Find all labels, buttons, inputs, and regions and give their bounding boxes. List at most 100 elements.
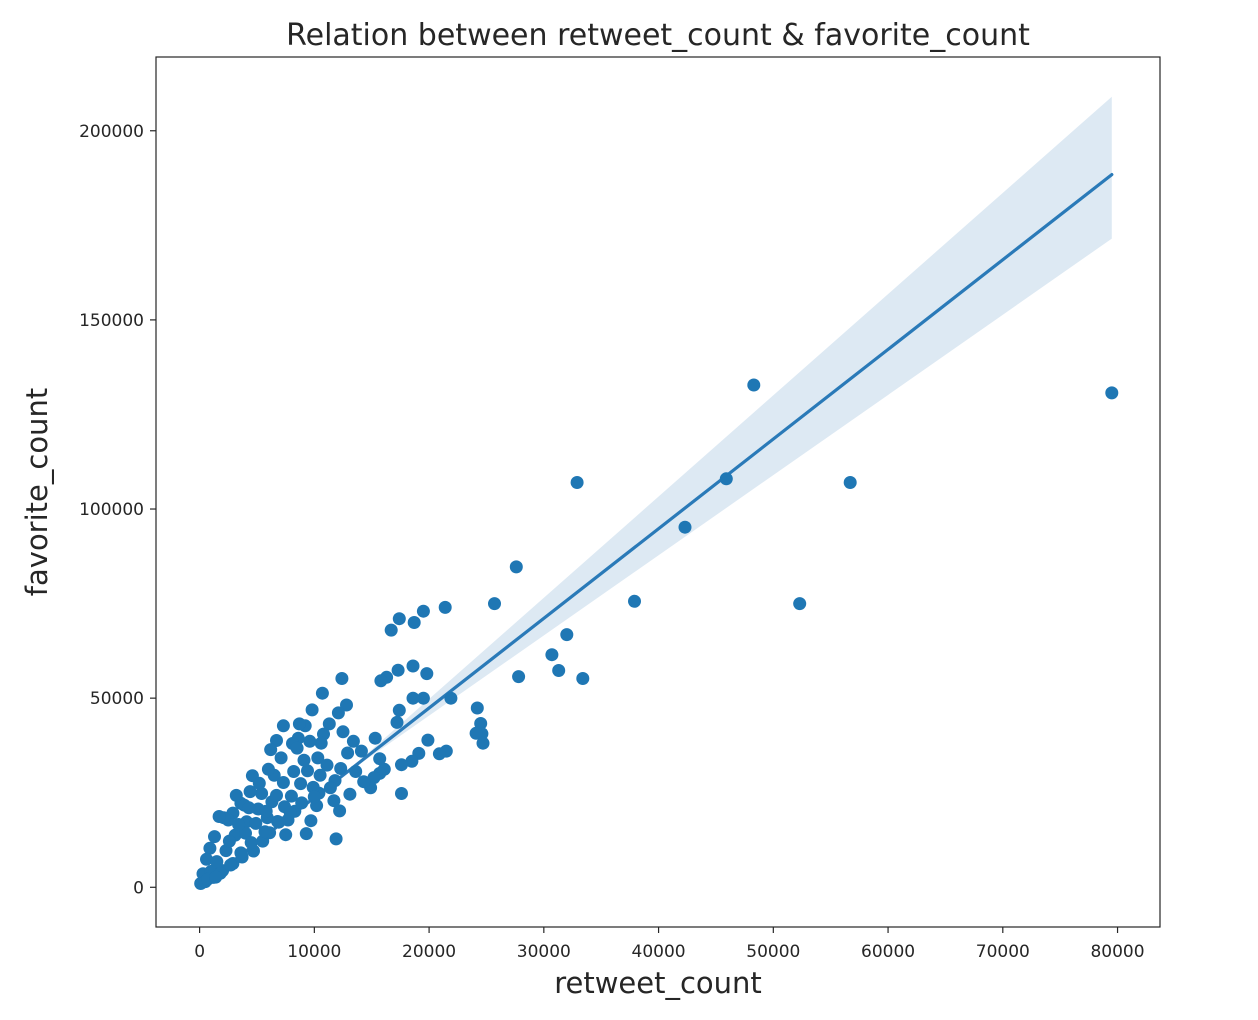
scatter-point [276,719,290,733]
scatter-point [354,744,368,758]
scatter-point [200,852,213,866]
scatter-point [373,752,387,766]
scatter-point [297,753,311,767]
x-tick-label: 0 [194,942,205,962]
x-axis-ticks: 0 10000 20000 30000 40000 50000 60000 70000 8000… [194,927,1145,962]
scatter-point [255,787,269,800]
scatter-point [545,648,559,662]
x-tick-label: 30000 [517,942,571,962]
scatter-point [843,476,857,489]
scatter-point [322,717,336,731]
scatter-point [279,828,293,842]
scatter-point [747,378,761,392]
scatter-point [305,703,319,717]
scatter-point [335,672,349,685]
scatter-point [341,746,355,760]
scatter-point [323,781,337,795]
scatter-point [272,815,286,829]
scatter-point [391,663,405,677]
scatter-point [509,560,523,574]
scatter-point [208,830,221,844]
scatter-point [444,691,458,705]
scatter-point [357,775,371,789]
x-tick-label: 70000 [976,942,1030,962]
scatter-point [290,741,304,755]
scatter-point [390,715,404,729]
scatter-point [406,691,420,705]
scatter-point [343,787,357,801]
scatter-point [432,747,446,761]
scatter-point [719,472,733,486]
scatter-point [210,855,224,869]
scatter-point [336,725,350,739]
x-tick-label: 20000 [402,942,456,962]
scatter-point [340,698,353,712]
scatter-point [311,751,325,765]
scatter-point [229,788,243,802]
scatter-point [304,814,318,828]
x-tick-label: 50000 [746,942,800,962]
y-axis-ticks: 0 50000 100000 150000 200000 [79,122,156,898]
y-tick-label: 100000 [79,500,144,520]
scatter-point [470,701,484,715]
scatter-point [329,832,343,846]
scatter-point [346,734,360,748]
scatter-point [314,736,328,750]
scatter-point [261,762,275,776]
x-tick-label: 40000 [632,942,686,962]
scatter-point [512,670,526,684]
scatter-point [242,801,256,815]
scatter-point [384,623,398,637]
scatter-point [295,796,309,810]
scatter-point [270,788,283,802]
x-axis-label: retweet_count [554,966,762,1000]
scatter-point [421,733,435,747]
scatter-points-layer [194,378,1119,890]
scatter-point [212,810,226,823]
scatter-point [292,717,306,731]
x-tick-label: 80000 [1090,942,1144,962]
scatter-point [406,659,420,673]
scatter-point [420,667,434,681]
scatter-point [374,674,388,688]
scatter-point [313,768,327,782]
scatter-point [576,672,590,685]
scatter-point [395,787,408,800]
scatter-point [392,612,406,626]
scatter-point [327,794,341,808]
scatter-point [274,751,288,765]
scatter-point [306,780,320,794]
chart-title: Relation between retweet_count & favorit… [286,18,1030,53]
scatter-point [320,758,334,772]
scatter-point [224,858,238,872]
scatter-point [488,597,501,611]
y-tick-label: 0 [133,878,144,898]
scatter-point [232,818,246,831]
scatter-point [678,520,692,534]
scatter-point [264,743,278,757]
x-tick-label: 10000 [287,942,341,962]
scatter-point [405,754,419,768]
y-tick-label: 50000 [90,689,144,709]
scatter-point [474,717,488,730]
scatter-point [244,836,258,850]
scatter-point [303,734,317,748]
y-axis-label: favorite_count [20,388,54,596]
scatter-point [203,841,217,855]
plot-frame [155,56,1161,928]
scatter-point [315,686,329,700]
scatter-point [349,765,363,778]
scatter-point [476,736,490,750]
scatter-point [793,597,807,611]
scatter-point [294,777,308,791]
scatter-point [560,628,574,642]
scatter-point [407,616,421,629]
scatter-point [392,703,406,717]
scatter-point [333,804,347,818]
scatter-point [259,804,273,818]
scatter-point [416,691,430,705]
scatter-point [368,731,382,745]
scatter-point [222,834,236,848]
